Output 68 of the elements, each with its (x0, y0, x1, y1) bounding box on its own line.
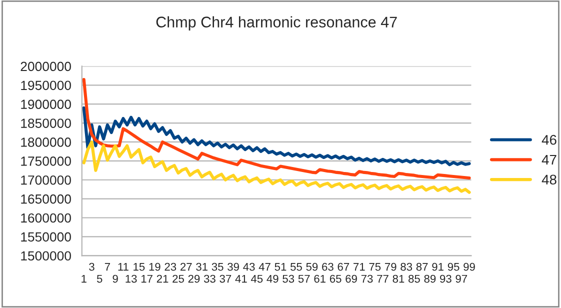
y-tick-label: 1950000 (21, 80, 71, 90)
y-tick-label: 2000000 (20, 62, 71, 72)
legend-label: 47 (542, 154, 556, 165)
x-tick-label: 19 (149, 262, 160, 271)
line-series (82, 140, 471, 194)
x-tick-label: 45 (250, 274, 263, 283)
chart-title: Chmp Chr4 harmonic resonance 47 (156, 16, 397, 30)
x-tick-label: 37 (220, 274, 232, 283)
x-tick-label: 89 (424, 274, 436, 283)
x-tick-label: 51 (274, 262, 286, 271)
x-tick-label: 83 (400, 262, 412, 271)
y-tick-label: 1600000 (21, 213, 71, 223)
x-tick-label: 41 (235, 274, 247, 283)
y-tick-label: 1500000 (21, 251, 71, 261)
x-tick-label: 93 (440, 274, 452, 283)
x-tick-label: 69 (346, 274, 357, 283)
x-tick-label: 1 (82, 274, 86, 283)
y-tick-label: 1650000 (21, 194, 71, 204)
x-tick-label: 11 (118, 262, 128, 271)
x-tick-label: 75 (369, 262, 381, 271)
x-tick-label: 39 (228, 262, 239, 271)
y-tick-label: 1550000 (21, 232, 71, 242)
x-tick-label: 81 (392, 274, 404, 283)
x-tick-label: 71 (354, 262, 365, 271)
x-tick-label: 87 (416, 262, 428, 271)
y-tick-label: 1800000 (21, 138, 71, 147)
x-tick-label: 73 (361, 274, 373, 283)
x-tick-label: 57 (298, 274, 310, 283)
x-tick-label: 61 (314, 274, 326, 283)
x-tick-label: 55 (290, 262, 302, 271)
y-tick-label: 1900000 (21, 100, 71, 110)
y-tick-label: 1850000 (21, 118, 71, 128)
x-tick-label: 21 (156, 274, 168, 283)
x-tick-label: 65 (330, 274, 342, 283)
y-tick-label: 1700000 (21, 175, 71, 185)
x-tick-label: 49 (266, 274, 278, 283)
x-tick-label: 59 (306, 262, 318, 271)
x-tick-label: 47 (258, 262, 270, 271)
x-tick-label: 53 (282, 274, 294, 283)
x-tick-label: 33 (204, 274, 216, 283)
x-tick-label: 79 (385, 262, 396, 271)
x-tick-label: 9 (112, 274, 118, 283)
x-tick-label: 31 (196, 262, 208, 271)
x-tick-label: 91 (432, 262, 444, 271)
x-tick-label: 99 (464, 262, 475, 271)
x-tick-label: 43 (243, 262, 255, 271)
x-tick-label: 97 (456, 274, 468, 283)
x-tick-label: 17 (141, 274, 152, 283)
legend-label: 46 (542, 134, 556, 145)
x-tick-label: 77 (377, 274, 388, 283)
line-series (82, 106, 471, 166)
legend-label: 48 (542, 174, 556, 185)
x-tick-label: 29 (188, 274, 200, 283)
x-tick-label: 95 (448, 262, 460, 271)
x-tick-label: 63 (322, 262, 334, 271)
x-tick-label: 23 (164, 262, 176, 271)
x-tick-label: 5 (96, 274, 102, 283)
line-series (82, 78, 471, 180)
x-tick-label: 15 (134, 262, 145, 271)
x-tick-label: 3 (89, 262, 94, 271)
x-tick-label: 67 (338, 262, 350, 271)
y-tick-label: 1750000 (21, 156, 71, 166)
x-tick-label: 85 (408, 274, 420, 283)
x-tick-label: 35 (212, 262, 224, 271)
x-tick-label: 13 (126, 274, 137, 283)
x-tick-label: 27 (180, 262, 192, 271)
x-tick-label: 7 (104, 262, 110, 271)
x-tick-label: 25 (172, 274, 184, 283)
